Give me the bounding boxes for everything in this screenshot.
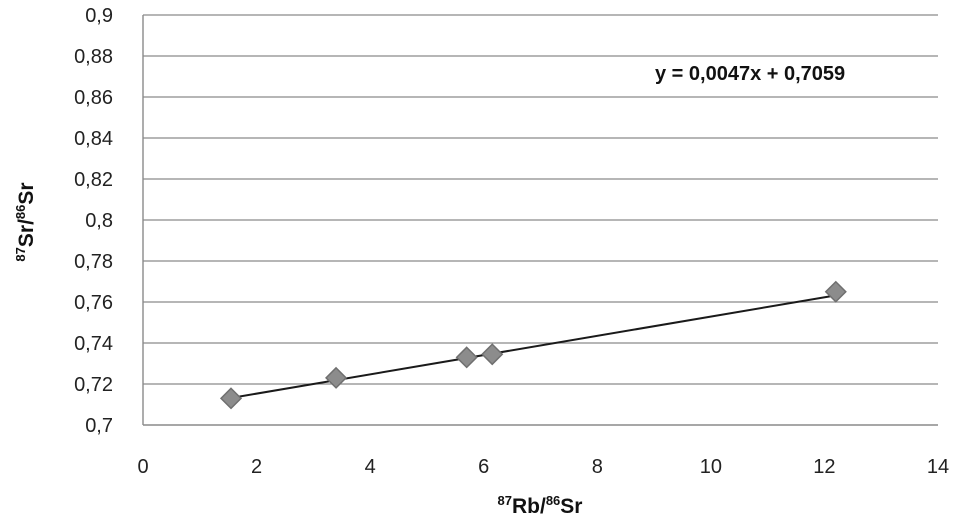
y-axis-label: 87Sr/86Sr: [13, 182, 38, 261]
y-tick-label: 0,82: [74, 169, 113, 191]
gridlines: [143, 14, 938, 385]
axes: [142, 15, 938, 426]
trendline-layer: [230, 294, 836, 399]
x-tick-label: 6: [478, 456, 489, 478]
data-point-diamond: [824, 280, 847, 303]
x-tick-labels: 0 2 4 6 8 10 12 14: [137, 456, 949, 478]
data-point-diamond: [481, 343, 504, 366]
y-tick-label: 0,9: [85, 5, 113, 27]
x-tick-label: 2: [251, 456, 262, 478]
x-tick-label: 12: [813, 456, 835, 478]
trendline-equation: y = 0,0047x + 0,7059: [655, 63, 845, 85]
y-tick-label: 0,78: [74, 251, 113, 273]
x-tick-label: 8: [592, 456, 603, 478]
x-axis-label: 87Rb/86Sr: [498, 493, 583, 518]
x-tick-label: 14: [927, 456, 949, 478]
trendline: [230, 294, 836, 399]
data-point-diamond: [219, 387, 243, 410]
y-tick-label: 0,84: [74, 128, 113, 150]
x-tick-label: 4: [365, 456, 376, 478]
y-tick-label: 0,86: [74, 87, 113, 109]
y-tick-label: 0,76: [74, 292, 113, 314]
data-point-diamond: [325, 366, 348, 389]
y-tick-label: 0,8: [85, 210, 113, 232]
x-tick-label: 10: [700, 456, 722, 478]
y-tick-label: 0,7: [85, 415, 113, 437]
y-tick-label: 0,72: [74, 374, 113, 396]
data-point-diamond: [455, 346, 478, 369]
y-tick-label: 0,74: [74, 333, 113, 355]
y-tick-labels: 0,7 0,72 0,74 0,76 0,78 0,8 0,82 0,84 0,86 0,88 0,…: [74, 5, 113, 437]
y-tick-label: 0,88: [74, 46, 113, 68]
x-tick-label: 0: [137, 456, 148, 478]
data-points: [219, 280, 847, 410]
